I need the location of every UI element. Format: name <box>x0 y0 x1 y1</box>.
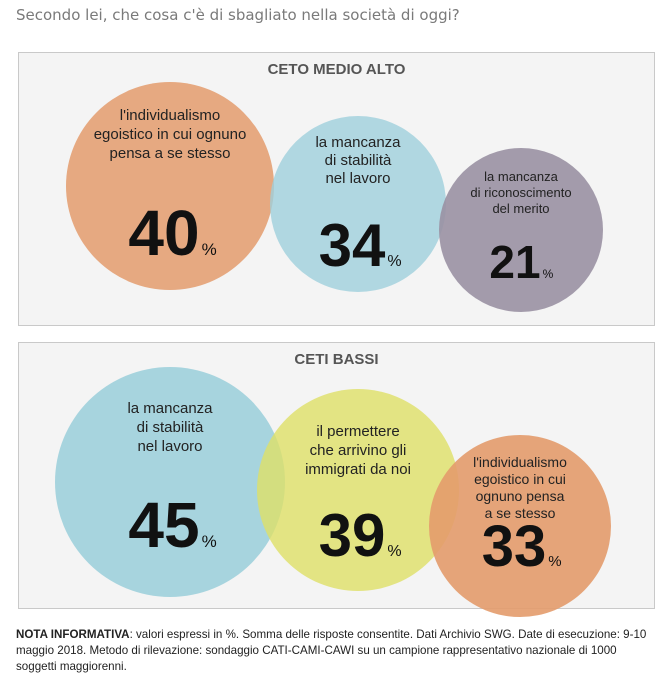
bubble-value: 39 <box>319 502 386 569</box>
note-text: : valori espressi in %. Somma delle risp… <box>16 628 647 673</box>
bubble-unit: % <box>202 240 217 259</box>
bubble-unit: % <box>387 253 401 270</box>
bubble-3 <box>439 148 603 312</box>
bubble-unit: % <box>202 532 217 551</box>
bubble-group-1: l'individualismo egoistico in cui ognuno p… <box>66 82 603 312</box>
bubble-1 <box>55 367 285 597</box>
bubble-1 <box>66 82 274 290</box>
bubble-label: la mancanza di stabilità nel lavoro <box>127 400 213 455</box>
panel-title: CETI BASSI <box>294 351 379 368</box>
bubble-label: il permettere che arrivino gli immigrati d… <box>305 423 411 478</box>
bubble-unit: % <box>387 543 401 560</box>
bubble-label: la mancanza di riconoscimento del merito <box>470 169 571 216</box>
bubble-3 <box>429 435 611 617</box>
bubble-label: l'individualismo egoistico in cui ognuno p… <box>473 454 567 521</box>
question-title: Secondo lei, che cosa c'è di sbagliato n… <box>16 6 460 24</box>
bubble-value: 34 <box>319 212 386 279</box>
bubble-value: 45 <box>128 489 199 561</box>
bubble-unit: % <box>548 553 561 570</box>
bubble-group-2: la mancanza di stabilità nel lavoro 45 % il p… <box>55 367 611 617</box>
bubble-2 <box>257 389 459 591</box>
panel-title: CETO MEDIO ALTO <box>267 61 406 78</box>
note-label: NOTA INFORMATIVA <box>16 628 130 641</box>
bubble-label: l'individualismo egoistico in cui ognuno p… <box>94 107 247 162</box>
bubble-value: 33 <box>482 514 547 579</box>
bubble-2 <box>270 116 446 292</box>
bubble-label: la mancanza di stabilità nel lavoro <box>315 134 401 187</box>
note-informativa: NOTA INFORMATIVA: valori espressi in %. … <box>16 627 648 675</box>
bubble-value: 21 <box>489 236 540 288</box>
bubble-value: 40 <box>128 197 199 269</box>
bubble-unit: % <box>543 267 554 281</box>
